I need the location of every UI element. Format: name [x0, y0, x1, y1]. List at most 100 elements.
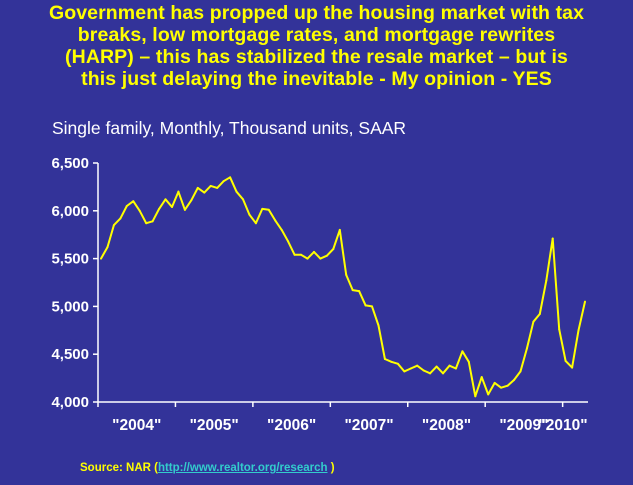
- title-line-4: this just delaying the inevitable - My o…: [81, 68, 552, 90]
- data-point: [558, 328, 561, 331]
- data-point: [442, 372, 445, 375]
- data-point: [448, 364, 451, 367]
- data-point: [416, 364, 419, 367]
- data-point: [390, 360, 393, 363]
- title-line-1: Government has propped up the housing ma…: [48, 2, 585, 24]
- data-point: [506, 384, 509, 387]
- data-point: [500, 386, 503, 389]
- data-point: [158, 207, 161, 210]
- data-point: [358, 290, 361, 293]
- y-tick-label: 4,500: [51, 346, 89, 363]
- data-point: [138, 209, 141, 212]
- data-point: [551, 237, 554, 240]
- data-point: [100, 257, 102, 260]
- data-point: [151, 220, 154, 223]
- data-point: [125, 205, 128, 208]
- data-point: [364, 304, 367, 307]
- data-point: [170, 205, 173, 208]
- data-point: [235, 190, 238, 193]
- source-note: Source: NAR (http://www.realtor.org/rese…: [80, 462, 335, 474]
- data-point: [241, 198, 244, 201]
- data-point: [216, 186, 219, 189]
- data-point: [513, 379, 516, 382]
- data-point: [332, 248, 335, 251]
- data-point: [429, 372, 432, 375]
- data-point: [409, 367, 412, 370]
- data-point: [112, 224, 115, 227]
- data-point: [280, 228, 283, 231]
- data-point: [306, 257, 309, 260]
- data-point: [480, 376, 483, 379]
- data-point: [461, 350, 464, 353]
- data-point: [229, 176, 232, 179]
- data-point: [371, 305, 374, 308]
- data-point: [287, 240, 290, 243]
- data-point: [519, 370, 522, 373]
- title-line-2: breaks, low mortgage rates, and mortgage…: [77, 24, 556, 46]
- data-point: [267, 208, 270, 211]
- data-point: [183, 208, 186, 211]
- series-line: [100, 176, 586, 398]
- data-point: [312, 250, 315, 253]
- y-tick-label: 6,000: [51, 203, 89, 220]
- data-point: [274, 219, 277, 222]
- data-point: [467, 360, 470, 363]
- data-point: [293, 253, 296, 256]
- data-point: [222, 180, 225, 183]
- data-point: [577, 329, 580, 332]
- x-tick-label: "2005": [190, 417, 239, 434]
- data-point: [571, 366, 574, 369]
- data-point: [338, 228, 341, 231]
- chart-title: Government has propped up the housing ma…: [4, 2, 629, 90]
- data-point: [106, 246, 109, 249]
- data-point: [190, 199, 193, 202]
- data-point: [474, 395, 477, 398]
- data-point: [545, 279, 548, 282]
- data-point: [300, 253, 303, 256]
- data-point: [345, 273, 348, 276]
- data-point: [351, 289, 354, 292]
- data-point: [454, 367, 457, 370]
- data-point: [564, 359, 567, 362]
- data-point: [196, 186, 199, 189]
- data-point: [145, 222, 148, 225]
- data-point: [209, 184, 212, 187]
- data-point: [403, 370, 406, 373]
- chart-subtitle: Single family, Monthly, Thousand units, …: [52, 118, 407, 138]
- x-tick-label: "2004": [112, 417, 161, 434]
- y-tick-label: 6,500: [51, 155, 89, 172]
- x-tick-label: "2008": [422, 417, 471, 434]
- data-point: [396, 362, 399, 365]
- y-tick-label: 5,500: [51, 251, 89, 268]
- x-tick-label: "2007": [344, 417, 393, 434]
- data-point: [177, 190, 180, 193]
- data-point: [203, 191, 206, 194]
- x-tick-label: "2006": [267, 417, 316, 434]
- data-point: [132, 200, 135, 203]
- data-point: [377, 324, 380, 327]
- data-point: [261, 207, 264, 210]
- data-point: [538, 313, 541, 316]
- data-point: [532, 320, 535, 323]
- x-tick-label: "2010": [538, 417, 587, 434]
- data-point: [119, 217, 122, 220]
- source-link[interactable]: http://www.realtor.org/research: [157, 462, 328, 474]
- source-prefix: Source: NAR (: [80, 462, 158, 474]
- data-point: [325, 254, 328, 257]
- data-point: [422, 369, 425, 372]
- x-tick-label: "2009": [499, 417, 548, 434]
- data-point: [164, 198, 167, 201]
- source-suffix: ): [327, 462, 335, 474]
- data-point: [383, 357, 386, 360]
- data-point: [584, 300, 586, 303]
- data-point: [435, 365, 438, 368]
- y-tick-label: 4,000: [51, 394, 89, 411]
- data-point: [254, 222, 257, 225]
- data-point: [248, 213, 251, 216]
- data-point: [525, 347, 528, 350]
- title-line-3: (HARP) – this has stabilized the resale …: [65, 46, 568, 68]
- y-tick-label: 5,000: [51, 298, 89, 315]
- data-point: [493, 381, 496, 384]
- data-point: [319, 257, 322, 260]
